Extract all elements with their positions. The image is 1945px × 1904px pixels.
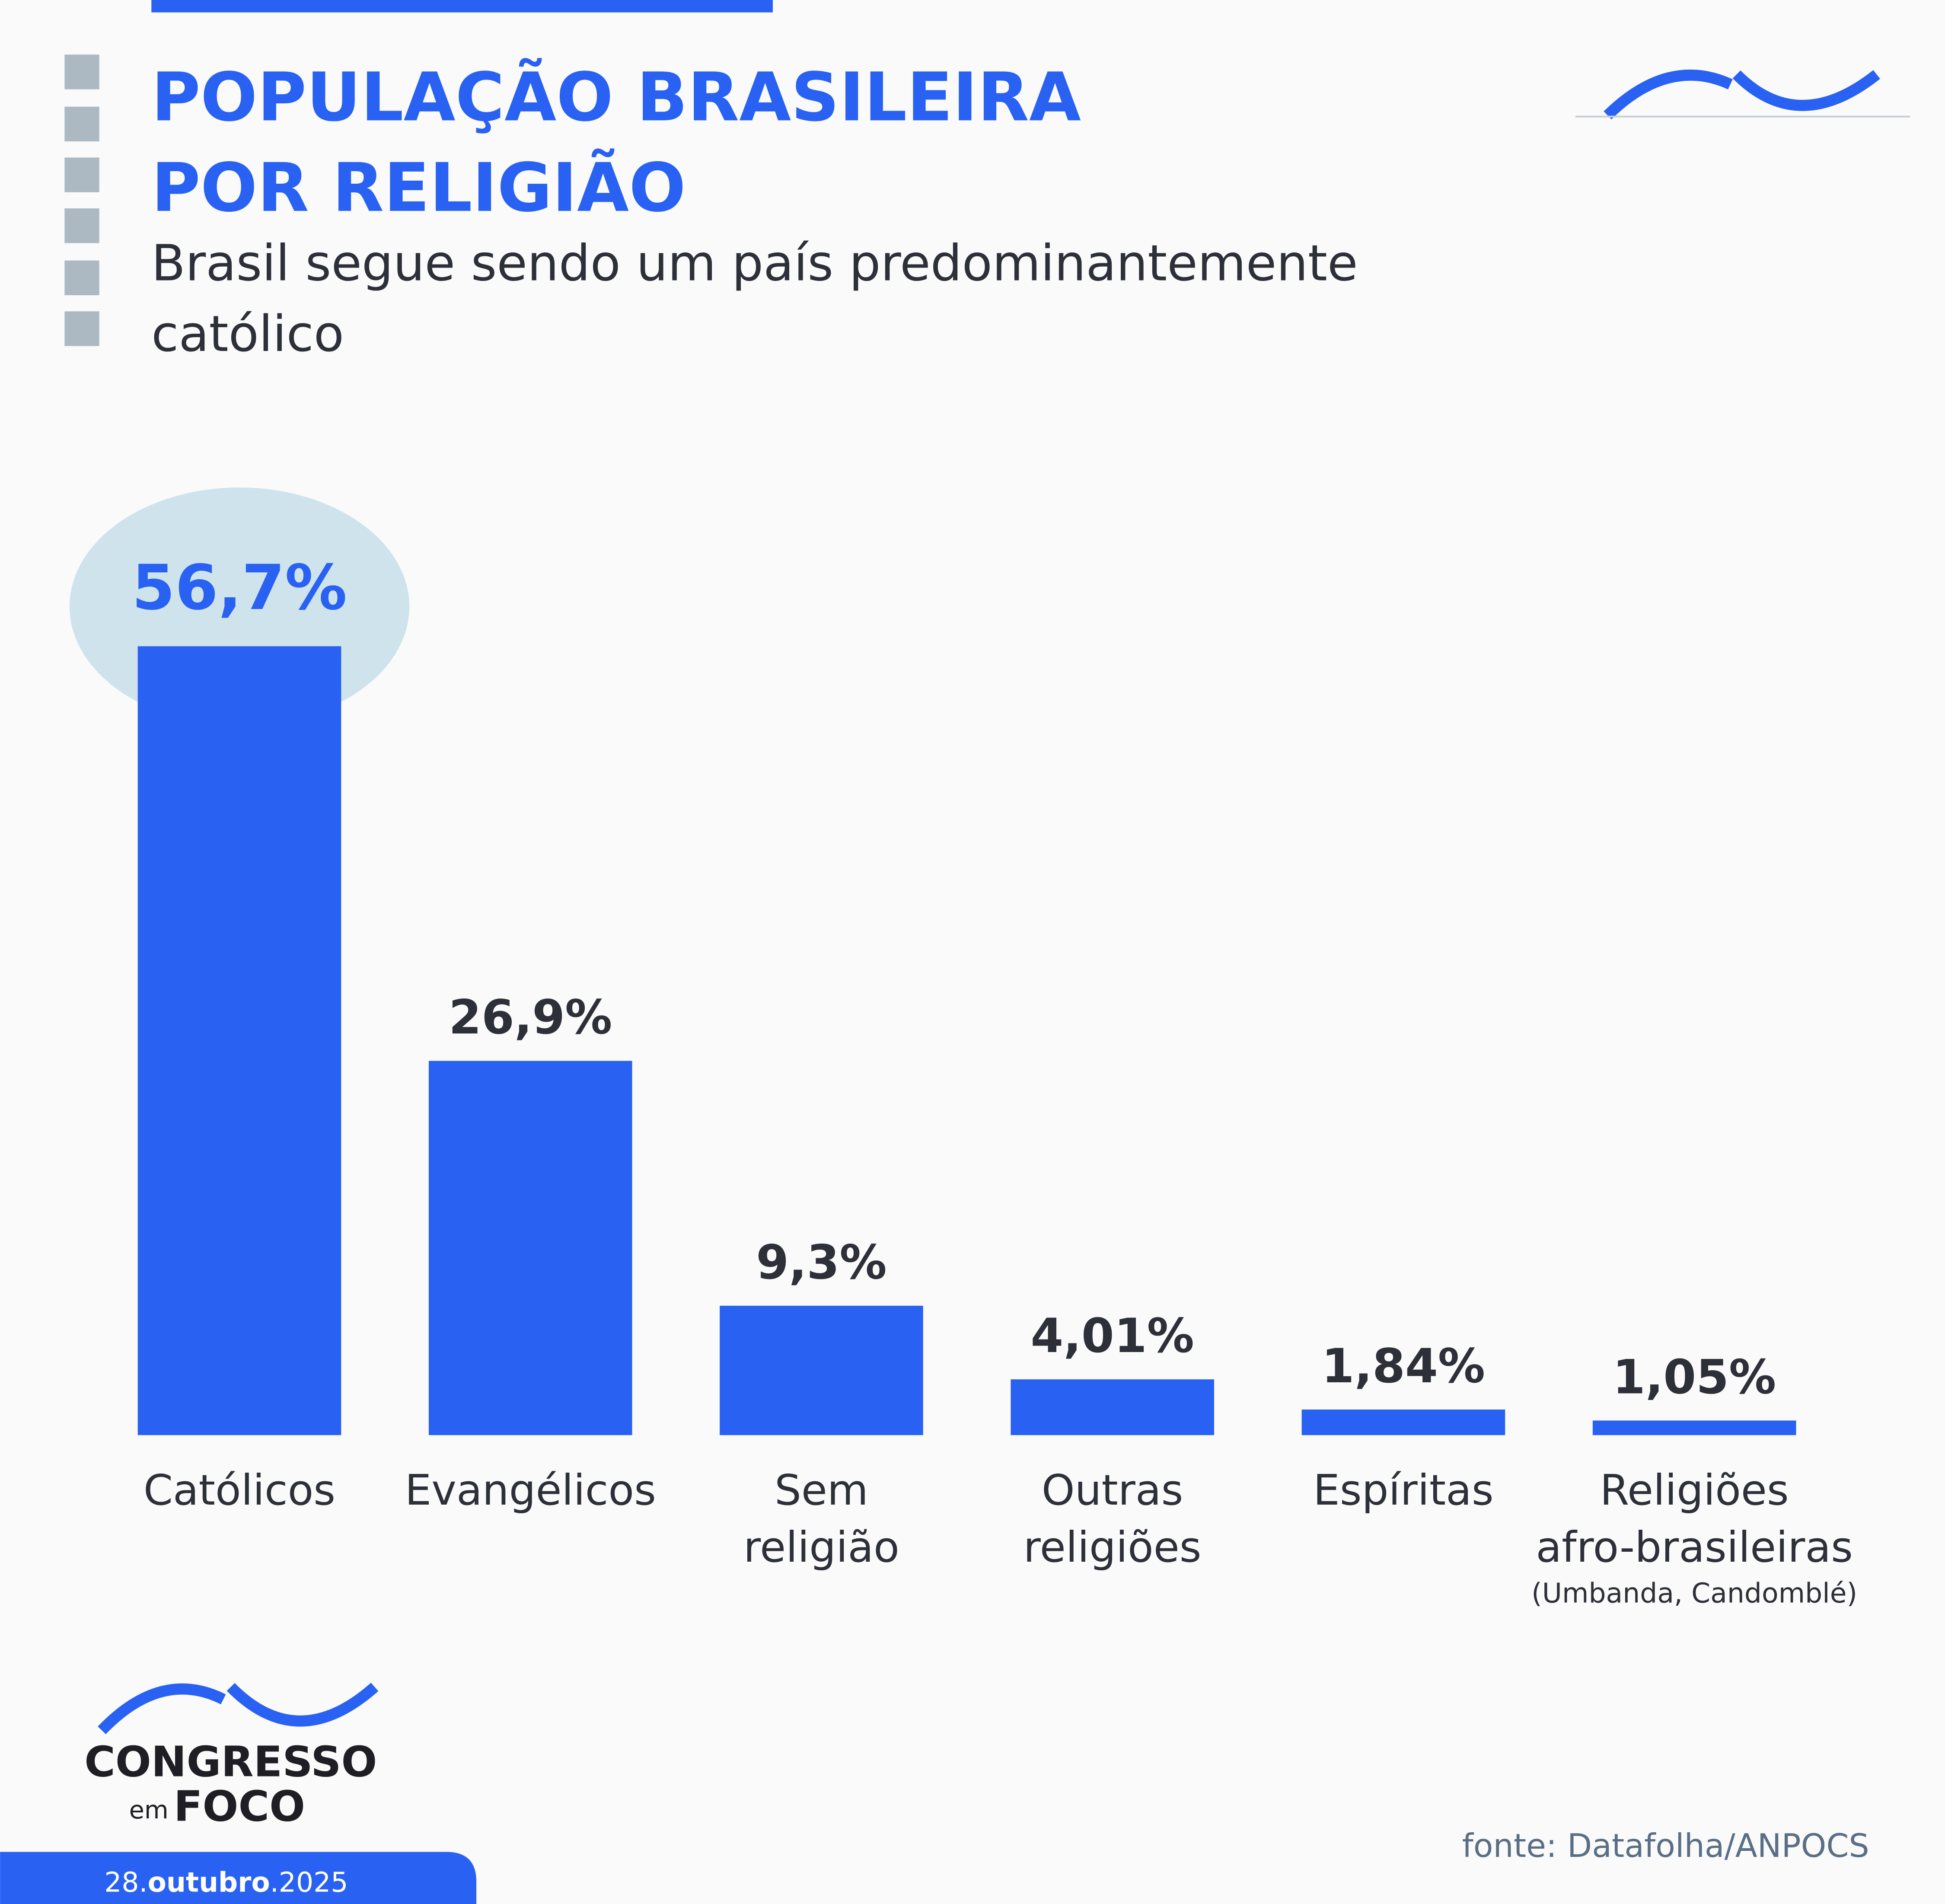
plot: 56,7% Católicos 26,9% Evangélicos 9,3% Sem rel…	[69, 487, 1857, 1609]
bar	[720, 1305, 923, 1435]
bar	[1592, 1420, 1796, 1435]
value-label: 4,01%	[1031, 1308, 1194, 1363]
value-label: 56,7%	[132, 552, 347, 624]
chart-subtitle: Brasil segue sendo um país predominantem…	[151, 235, 1358, 293]
logo-mark	[1604, 69, 1881, 120]
brand-small: em	[129, 1796, 169, 1824]
value-label: 1,05%	[1613, 1349, 1776, 1404]
source: fonte: Datafolha/ANPOCS	[1462, 1827, 1869, 1865]
chart-title: POPULAÇÃO BRASILEIRA	[151, 57, 1081, 136]
bar	[1301, 1410, 1505, 1435]
x-tick-label: Evangélicos	[405, 1466, 656, 1515]
x-tick-label: Outras religiões	[1024, 1466, 1202, 1572]
value-label: 26,9%	[449, 990, 612, 1045]
x-tick-label: Religiões afro-brasileiras	[1536, 1466, 1853, 1572]
bar	[1011, 1379, 1215, 1435]
x-tick-label: Sem religião	[743, 1466, 899, 1572]
date: 28.outubro.2025	[104, 1866, 348, 1898]
chart-title: POR RELIGIÃO	[151, 148, 686, 227]
bar	[137, 646, 341, 1435]
value-label: 9,3%	[756, 1235, 886, 1290]
brand-name: FOCO	[174, 1782, 305, 1831]
top-accent	[151, 0, 773, 13]
value-label: 1,84%	[1322, 1339, 1485, 1394]
category-note: (Umbanda, Candomblé)	[1531, 1577, 1857, 1609]
side-squares	[64, 54, 99, 346]
x-tick-label: Católicos	[143, 1466, 335, 1515]
date-tab	[0, 1852, 477, 1904]
brand-logo: CONGRESSO em FOCO	[84, 1683, 379, 1831]
x-tick-label: Espíritas	[1313, 1466, 1494, 1515]
brand-name: CONGRESSO	[84, 1737, 377, 1786]
bar	[428, 1061, 632, 1435]
chart-subtitle: católico	[151, 305, 344, 363]
